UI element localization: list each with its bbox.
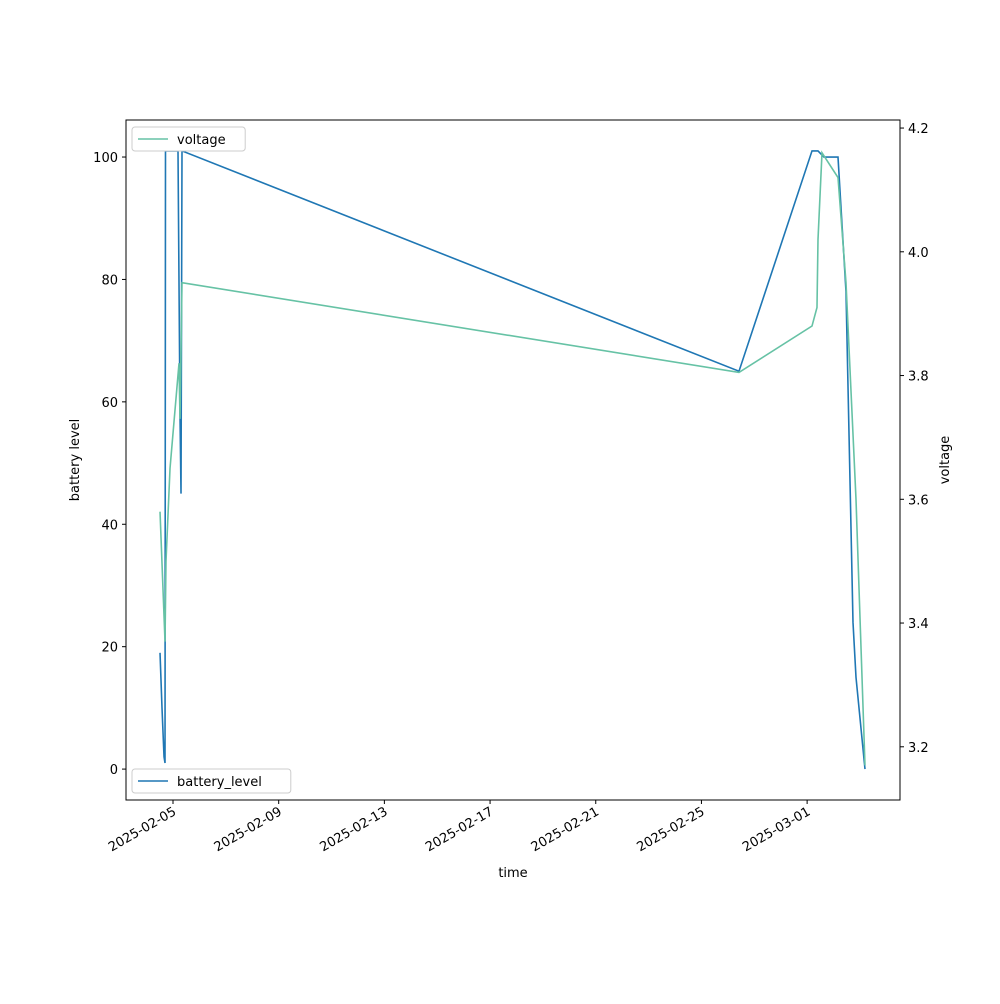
y-tick-label: 0 [110,763,118,778]
x-tick-label: 2025-02-25 [634,804,707,855]
x-tick-label: 2025-03-01 [740,804,813,855]
x-axis-label: time [498,866,527,881]
legend-label: voltage [177,133,226,148]
y2-tick-label: 3.8 [908,370,929,385]
y2-tick-label: 4.2 [908,122,929,137]
y2-tick-label: 3.4 [908,617,929,632]
legend-box [131,126,246,152]
y2-tick-label: 3.6 [908,493,929,508]
x-tick-label: 2025-02-17 [423,804,496,855]
x-tick-label: 2025-02-09 [212,804,285,855]
y-tick-label: 100 [93,151,118,166]
x-tick-label: 2025-02-21 [529,804,602,855]
legend-box [131,768,292,794]
y-tick-label: 80 [101,273,118,288]
y2-tick-label: 3.2 [908,741,929,756]
x-tick-label: 2025-02-13 [317,804,390,855]
y2-tick-label: 4.0 [908,246,929,261]
plot-frame [125,119,901,801]
y2-axis-label: voltage [938,436,953,485]
y-axis-label: battery level [68,419,83,502]
series-line [159,150,866,766]
y-tick-label: 20 [101,641,118,656]
y-tick-label: 40 [101,518,118,533]
y-tick-label: 60 [101,396,118,411]
x-tick-label: 2025-02-05 [106,804,179,855]
legend-label: battery_level [177,775,262,790]
series-line [159,149,866,770]
